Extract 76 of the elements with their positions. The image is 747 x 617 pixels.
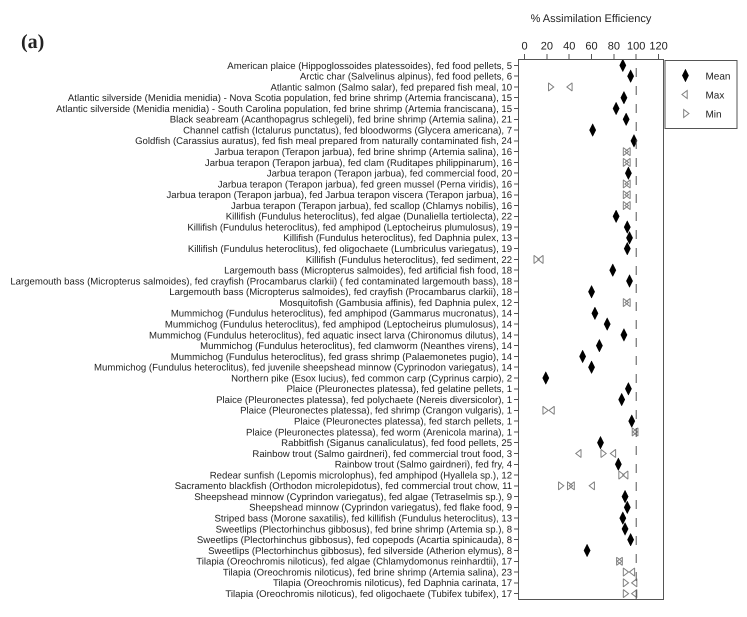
point [566, 82, 573, 92]
y-tick-label: Killifish (Fundulus heteroclitus), fed algae (Dunaliella tertiolecta), 22 [226, 212, 512, 223]
y-tick-label: Rabbitfish (Siganus canaliculatus), fed food pellets, 25 [281, 438, 512, 450]
point [600, 448, 607, 458]
y-tick-label: Atlantic salmon (Salmo salar), fed prepared fish meal, 10 [270, 82, 512, 94]
point [628, 568, 636, 577]
y-tick-label: Mummichog (Fundulus heteroclitus), fed amphipod (Gammarus mucronatus), 14 [170, 308, 513, 320]
y-tick-label: Tilapia (Oreochromis niloticus), fed algae (Chlamydomonus reinhardtii), 17 [196, 556, 512, 568]
y-tick-label: Rainbow trout (Salmo gairdneri), fed commercial trout food, 3 [252, 448, 512, 460]
y-tick-label: Sheepshead minnow (Cyprindon variegatus), fed flake food, 9 [249, 502, 512, 514]
point [542, 406, 549, 415]
text: (a) [21, 31, 44, 53]
y-tick-label: Sweetlips (Plectorhinchus gibbosus), fed silverside (Atherion elymus), 8 [208, 546, 512, 557]
point [566, 481, 574, 490]
point [622, 578, 630, 588]
y-tick-label: Black seabream (Acanthopagrus schlegeli), fed brine shrimp (Artemia salina), 21 [170, 114, 512, 126]
y-tick-label: Plaice (Pleuronectes platessa), fed worm (Arenicola marina), 1 [246, 427, 512, 438]
point [533, 254, 540, 264]
y-tick-label: Mummichog (Fundulus heteroclitus), fed juvenile sheepshead minnow (Cyprinodon variegatus), 14 [94, 362, 513, 374]
x-tick-label: 60 [585, 40, 598, 53]
y-tick-label: Jarbua terapon (Terapon jarbua), fed clam (Ruditapes philippinarum), 16 [204, 158, 512, 169]
x-axis-title: % Assimilation Efficiency [530, 13, 652, 26]
y-tick-label: Mummichog (Fundulus heteroclitus), fed clamworm (Neanthes virens), 14 [200, 341, 513, 352]
y-tick-label: Jarbua terapon (Terapon jarbua), fed brine shrimp (Artemia salina), 16 [214, 146, 512, 158]
point [622, 589, 630, 598]
y-tick-label: Northern pike (Esox lucius), fed common carp (Cyprinus carpio), 2 [231, 373, 512, 384]
y-tick-label: Largemouth bass (Micropterus salmoides), fed crayfish (Procambarus clarkii) ( fed contaminated largemouth bass), 18 [10, 276, 512, 288]
y-tick-label: Killifish (Fundulus heteroclitus), fed Daphnia pulex, 13 [283, 233, 512, 244]
y-tick-label: Rainbow trout (Salmo gairdneri), fed fry, 4 [334, 460, 513, 471]
y-tick-label: Jarbua terapon (Terapon jarbua), fed commercial food, 20 [266, 168, 512, 180]
y-tick-label: Killifish (Fundulus heteroclitus), fed sediment, 22 [306, 254, 512, 266]
point [575, 448, 582, 458]
y-tick-label: Atlantic silverside (Menidia menidia) - South Carolina population, fed brine shrimp (Artemia franciscana), 15 [56, 104, 512, 115]
y-tick-label: Jarbua terapon (Terapon jarbua), fed scallop (Chlamys nobilis), 16 [231, 200, 512, 212]
y-tick-label: Mosquitofish (Gambusia affinis), fed Daphnia pulex, 12 [279, 298, 512, 309]
legend-label: Min [705, 109, 722, 120]
y-tick-label: Tilapia (Oreochromis niloticus), fed brine shrimp (Artemia salina), 23 [222, 567, 512, 578]
legend-label: Mean [705, 71, 730, 82]
y-tick-label: Killifish (Fundulus heteroclitus), fed amphipod (Leptocheirus plumulosus), 19 [187, 222, 512, 234]
y-tick-label: Jarbua terapon (Terapon jarbua), fed green mussel (Perna viridis), 16 [218, 179, 512, 190]
y-tick-label: Largemouth bass (Micropterus salmoides), fed artificial fish food, 18 [224, 266, 512, 277]
point [610, 448, 616, 458]
y-tick-label: Mummichog (Fundulus heteroclitus), fed grass shrimp (Palaemonetes pugio), 14 [170, 352, 513, 363]
y-tick-label: Mummichog (Fundulus heteroclitus), fed aquatic insect larva (Chironomus dilutus), 14 [148, 330, 513, 342]
x-tick-label: 0 [522, 40, 528, 53]
y-tick-label: Sweetlips (Plectorhinchus gibbosus), fed brine shrimp (Artemia sp.), 8 [216, 524, 512, 536]
y-tick-label: Channel catfish (Ictalurus punctatus), fed bloodworms (Glycera americana), 7 [183, 125, 512, 136]
x-tick-label: 80 [608, 40, 620, 53]
legend-label: Max [705, 90, 724, 102]
y-tick-label: Plaice (Pleuronectes platessa), fed polychaete (Nereis diversicolor), 1 [216, 394, 512, 406]
point [618, 470, 625, 480]
y-tick-label: Largemouth bass (Micropterus salmoides), fed crayfish (Procambarus clarkii), 18 [169, 287, 512, 298]
x-tick-label: 100 [627, 40, 646, 53]
y-tick-label: Plaice (Pleuronectes platessa), fed gelatine pellets, 1 [286, 384, 512, 396]
y-tick-label: Tilapia (Oreochromis niloticus), fed oligochaete (Tubifex tubifex), 17 [225, 588, 512, 600]
y-tick-label: Plaice (Pleuronectes platessa), fed starch pellets, 1 [294, 416, 512, 428]
y-tick-label: Jarbua terapon (Terapon jarbua), fed Jarbua terapon viscera (Terapon jarbua), 16 [166, 190, 512, 202]
point [537, 254, 544, 264]
y-tick-label: Mummichog (Fundulus heteroclitus), fed amphipod (Leptocheirus plumulosus), 14 [164, 319, 513, 330]
y-tick-label: American plaice (Hippoglossoides platessoides), fed food pellets, 5 [227, 60, 512, 72]
y-tick-label: Plaice (Pleuronectes platessa), fed shrimp (Crangon vulgaris), 1 [240, 406, 512, 417]
x-tick-label: 20 [540, 40, 554, 53]
y-tick-label: Arctic char (Salvelinus alpinus), fed food pellets, 6 [300, 72, 512, 83]
y-tick-label: Redear sunfish (Lepomis microlophus), fed amphipod (Hyallela sp.), 12 [210, 470, 512, 482]
y-tick-label: Sheepshead minnow (Cyprindon variegatus), fed algae (Tetraselmis sp.), 9 [194, 492, 512, 503]
x-tick-label: 120 [649, 40, 668, 53]
point [548, 406, 555, 415]
point [622, 568, 630, 577]
y-tick-label: Goldfish (Carassius auratus), fed fish meal prepared from naturally contaminated fish, 24 [135, 136, 513, 148]
x-tick-label: 40 [563, 40, 576, 53]
y-tick-label: Atlantic silverside (Menidia menidia) - Nova Scotia population, fed brine shrimp (Artemia franciscana), 15 [68, 93, 512, 104]
y-tick-label: Killifish (Fundulus heteroclitus), fed oligochaete (Lumbriculus variegatus), 19 [188, 244, 512, 256]
y-tick-label: Striped bass (Morone saxatilis), fed killifish (Fundulus heteroclitus), 13 [214, 514, 512, 525]
y-tick-label: Tilapia (Oreochromis niloticus), fed Daphnia carinata, 17 [273, 578, 512, 590]
y-tick-label: Sweetlips (Plectorhinchus gibbosus), fed copepods (Acartia spinicauda), 8 [196, 535, 512, 546]
y-tick-label: Sacramento blackfish (Orthodon microlepidotus), fed commercial trout chow, 11 [174, 481, 512, 492]
